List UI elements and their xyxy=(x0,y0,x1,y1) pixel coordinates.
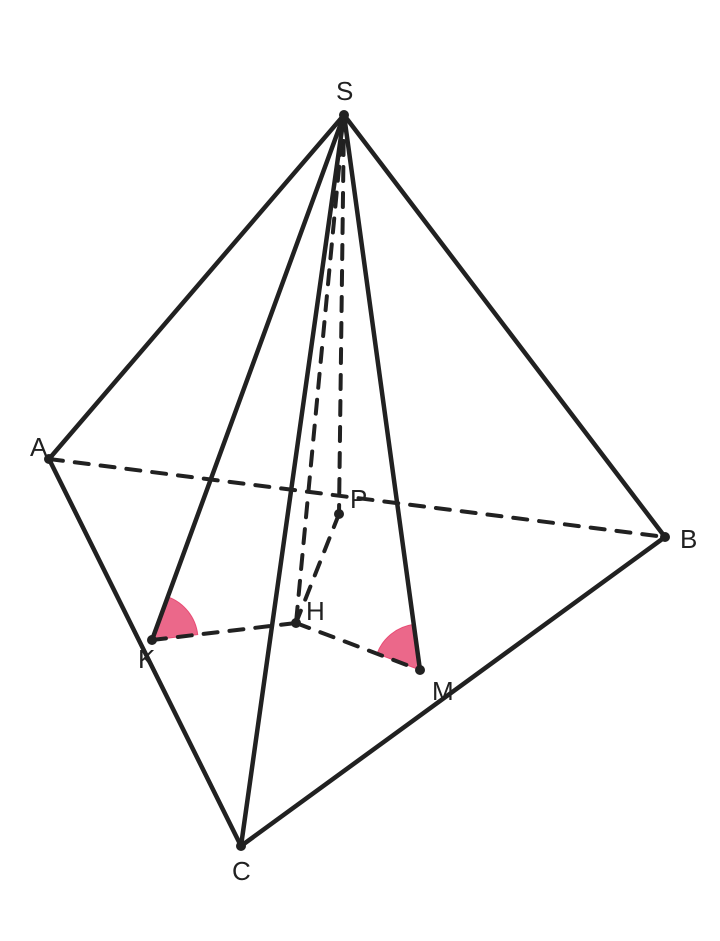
vertex-h xyxy=(291,618,301,628)
visible-edges xyxy=(49,115,665,846)
edge-s-h xyxy=(296,115,344,623)
edge-s-c xyxy=(241,115,344,846)
label-a: A xyxy=(30,432,48,462)
vertex-labels: S A B C P H K M xyxy=(30,76,697,886)
vertex-p xyxy=(334,509,344,519)
label-s: S xyxy=(336,76,353,106)
label-p: P xyxy=(350,484,367,514)
pyramid-diagram: S A B C P H K M xyxy=(0,0,720,941)
vertex-b xyxy=(660,532,670,542)
vertex-c xyxy=(236,841,246,851)
label-c: C xyxy=(232,856,251,886)
label-m: M xyxy=(432,676,454,706)
edge-s-a xyxy=(49,115,344,459)
vertex-s xyxy=(339,110,349,120)
label-k: K xyxy=(138,644,156,674)
label-h: H xyxy=(306,596,325,626)
edge-s-k xyxy=(152,115,344,640)
vertex-m xyxy=(415,665,425,675)
label-b: B xyxy=(680,524,697,554)
